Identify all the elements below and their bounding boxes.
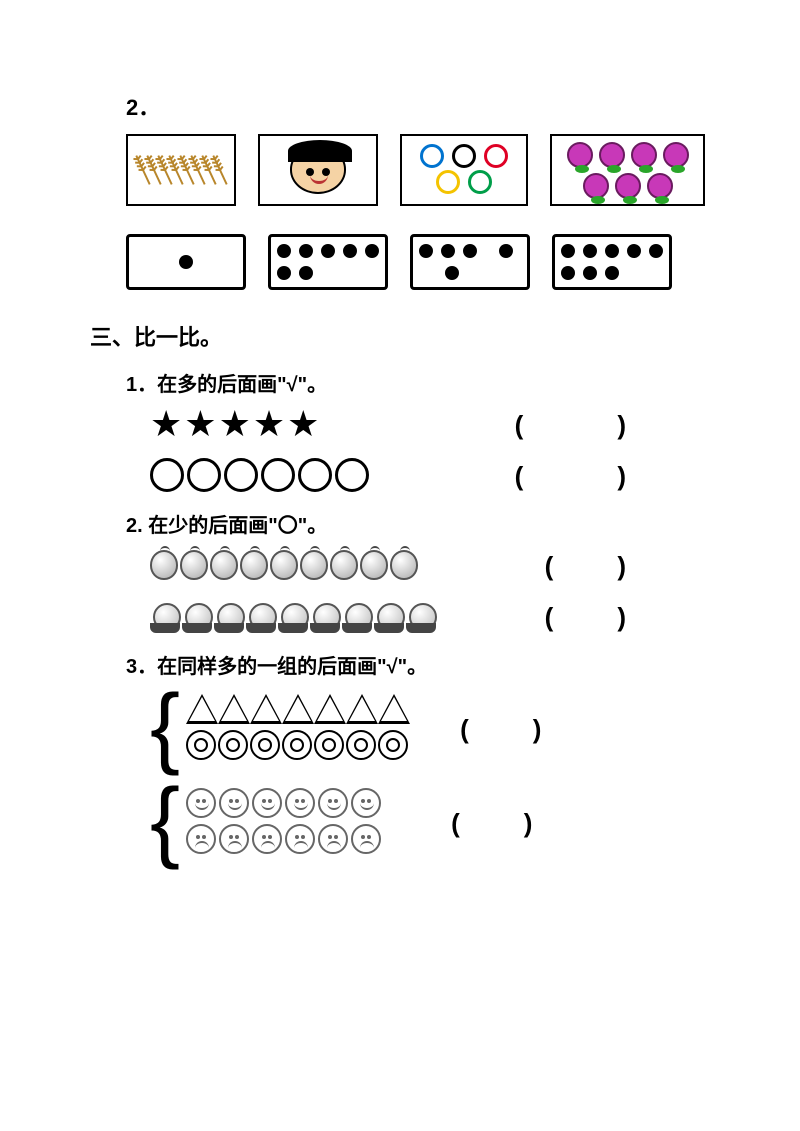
curly-brace-icon: {	[150, 687, 180, 767]
peach-icon	[342, 601, 372, 631]
donut-icon	[218, 730, 248, 760]
donut-icon	[346, 730, 376, 760]
circle-icon	[224, 458, 258, 492]
face-card	[258, 134, 378, 206]
flower-icon	[631, 142, 657, 168]
triangle-icon	[346, 694, 378, 724]
star-icon: ★	[150, 406, 182, 442]
answer-paren[interactable]: ( )	[451, 803, 536, 840]
peach-icon	[182, 601, 212, 631]
image-card-row	[126, 134, 710, 206]
circles-row: ( )	[150, 456, 710, 493]
peach-icon	[150, 601, 180, 631]
circle-icon	[335, 458, 369, 492]
question-2-label: 2．	[126, 90, 710, 122]
donut-icon	[282, 730, 312, 760]
dot-card-8	[552, 234, 672, 290]
apple-icon	[180, 550, 208, 580]
curly-brace-icon: {	[150, 781, 180, 861]
peach-icon	[374, 601, 404, 631]
sad-face-icon	[318, 824, 348, 854]
star-icon: ★	[287, 406, 319, 442]
triangle-icon	[378, 694, 410, 724]
ring-black-icon	[452, 144, 476, 168]
flowers-card	[550, 134, 705, 206]
peach-icon	[310, 601, 340, 631]
happy-face-icon	[351, 788, 381, 818]
answer-paren[interactable]: ( )	[515, 405, 630, 442]
sad-face-icon	[351, 824, 381, 854]
dot-card-row	[126, 234, 710, 290]
apples-row: ( )	[150, 546, 710, 583]
peach-icon	[246, 601, 276, 631]
apple-icon	[240, 550, 268, 580]
wheat-card	[126, 134, 236, 206]
triangle-icon	[282, 694, 314, 724]
sad-face-icon	[219, 824, 249, 854]
sub-q3-label: 3．在同样多的一组的后面画"√"。	[126, 650, 710, 679]
sub-q2-label: 2. 在少的后面画"〇"。	[126, 509, 710, 538]
apple-icon	[300, 550, 328, 580]
answer-paren[interactable]: ( )	[545, 546, 630, 583]
donut-icon	[314, 730, 344, 760]
answer-paren[interactable]: ( )	[515, 456, 630, 493]
happy-face-icon	[252, 788, 282, 818]
apple-icon	[330, 550, 358, 580]
dot-card-5	[410, 234, 530, 290]
flower-icon	[583, 173, 609, 199]
happy-face-icon	[186, 788, 216, 818]
ring-green-icon	[468, 170, 492, 194]
flower-icon	[599, 142, 625, 168]
group-1: { ( )	[150, 687, 710, 767]
star-icon: ★	[219, 406, 251, 442]
circle-icon	[150, 458, 184, 492]
answer-paren[interactable]: ( )	[545, 597, 630, 634]
ring-blue-icon	[420, 144, 444, 168]
star-icon: ★	[184, 406, 216, 442]
rings-card	[400, 134, 528, 206]
happy-face-icon	[219, 788, 249, 818]
sub-q1-label: 1．在多的后面画"√"。	[126, 368, 710, 397]
dot-card-1	[126, 234, 246, 290]
sad-face-icon	[186, 824, 216, 854]
section-3-title: 三、比一比。	[90, 320, 710, 352]
dot-card-7	[268, 234, 388, 290]
apple-icon	[150, 550, 178, 580]
apple-icon	[360, 550, 388, 580]
triangle-icon	[218, 694, 250, 724]
triangle-icon	[314, 694, 346, 724]
sad-face-icon	[285, 824, 315, 854]
peach-icon	[406, 601, 436, 631]
cartoon-head-icon	[290, 146, 346, 194]
apple-icon	[270, 550, 298, 580]
apple-icon	[210, 550, 238, 580]
star-icon: ★	[253, 406, 285, 442]
peaches-row: ( )	[150, 597, 710, 634]
flower-icon	[567, 142, 593, 168]
happy-face-icon	[318, 788, 348, 818]
flower-icon	[663, 142, 689, 168]
peach-icon	[278, 601, 308, 631]
circle-icon	[187, 458, 221, 492]
apple-icon	[390, 550, 418, 580]
sad-face-icon	[252, 824, 282, 854]
flower-icon	[615, 173, 641, 199]
answer-paren[interactable]: ( )	[460, 709, 545, 746]
ring-yellow-icon	[436, 170, 460, 194]
donut-icon	[186, 730, 216, 760]
happy-face-icon	[285, 788, 315, 818]
peach-icon	[214, 601, 244, 631]
donut-icon	[250, 730, 280, 760]
group-2: { ( )	[150, 781, 710, 861]
donut-icon	[378, 730, 408, 760]
flower-icon	[647, 173, 673, 199]
triangle-icon	[250, 694, 282, 724]
dot-icon	[179, 255, 193, 269]
stars-row: ★ ★ ★ ★ ★ ( )	[150, 405, 710, 442]
triangle-icon	[186, 694, 218, 724]
circle-icon	[261, 458, 295, 492]
circle-icon	[298, 458, 332, 492]
ring-red-icon	[484, 144, 508, 168]
